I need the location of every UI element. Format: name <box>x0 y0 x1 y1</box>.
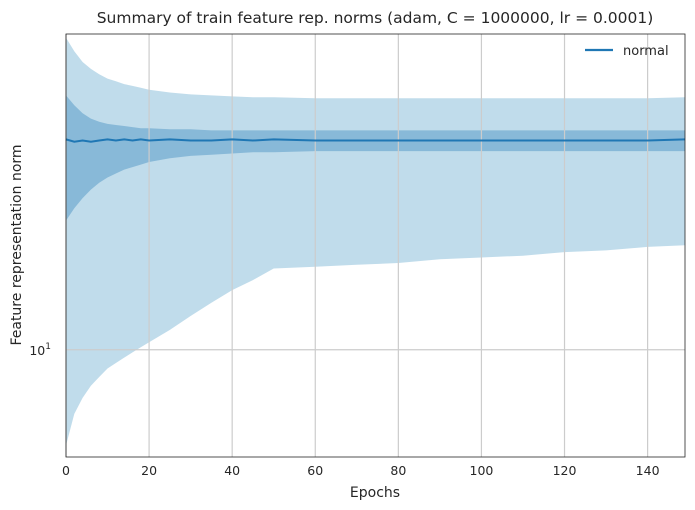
x-tick-label: 60 <box>307 463 323 478</box>
y-tick-label: 101 <box>29 342 51 358</box>
plot-frame <box>65 33 686 458</box>
series-lines <box>65 138 686 143</box>
chart-title: Summary of train feature rep. norms (ada… <box>97 9 654 27</box>
x-tick-label: 80 <box>390 463 406 478</box>
y-axis-ticks: 101 <box>29 342 51 358</box>
y-axis-label: Feature representation norm <box>9 144 25 345</box>
x-tick-label: 0 <box>62 463 70 478</box>
x-axis-label: Epochs <box>350 485 400 501</box>
x-tick-label: 120 <box>553 463 577 478</box>
legend: normal <box>585 44 669 59</box>
x-tick-label: 140 <box>636 463 660 478</box>
x-tick-label: 20 <box>141 463 157 478</box>
legend-label-normal: normal <box>623 44 669 59</box>
series-line-normal <box>65 138 686 143</box>
x-axis-ticks: 0 20 40 60 80 100 120 140 <box>62 463 660 478</box>
x-tick-label: 100 <box>470 463 494 478</box>
x-tick-label: 40 <box>224 463 240 478</box>
